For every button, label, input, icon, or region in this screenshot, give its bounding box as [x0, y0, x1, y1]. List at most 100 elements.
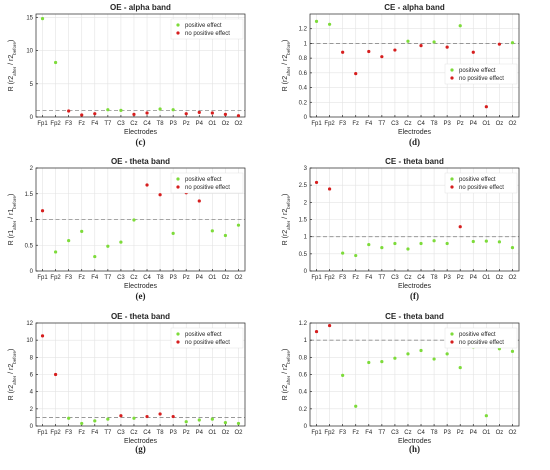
point-positive-effect [197, 418, 201, 422]
x-tick-label: Fp2 [50, 121, 61, 127]
x-tick-label: P4 [470, 430, 478, 436]
point-positive-effect [393, 241, 397, 246]
x-tick-label: Cz [130, 121, 137, 127]
x-tick-label: Fp2 [324, 121, 335, 127]
point-no-positive-effect [40, 334, 45, 338]
x-tick-label: P3 [443, 121, 451, 127]
point-positive-effect [210, 417, 214, 421]
point-positive-effect [341, 373, 345, 377]
point-positive-effect [132, 416, 136, 420]
point-positive-effect [67, 416, 71, 420]
x-tick-label: F4 [91, 275, 99, 281]
point-positive-effect [119, 240, 123, 244]
point-positive-effect [53, 250, 58, 254]
point-positive-effect [341, 251, 345, 255]
chart-title: CE - alpha band [384, 3, 445, 12]
point-no-positive-effect [458, 225, 462, 229]
x-tick-label: T8 [157, 430, 165, 436]
point-no-positive-effect [327, 323, 332, 328]
y-tick-label: 10 [26, 49, 33, 55]
panel-e: 0 0.5 1 1.5 2 Fp1 Fp2 F3 Fz F4 T7 C3 Cz C4 T8 P3 Pz P4 O1 O… [8, 157, 246, 301]
legend-marker [450, 76, 454, 80]
y-tick-label: 0.2 [299, 407, 308, 413]
point-positive-effect [406, 39, 410, 43]
x-tick-label: Fp2 [50, 430, 61, 436]
panel-caption: (e) [136, 291, 146, 301]
x-tick-label: C3 [117, 121, 125, 127]
x-tick-label: C4 [143, 121, 151, 127]
x-tick-label: O2 [234, 275, 243, 281]
x-tick-label: Oz [496, 430, 504, 436]
point-positive-effect [432, 357, 436, 361]
y-tick-label: 12 [26, 321, 33, 327]
x-tick-label: T8 [157, 121, 165, 127]
point-no-positive-effect [497, 42, 502, 46]
x-tick-label: F3 [65, 275, 73, 281]
point-positive-effect [80, 229, 84, 233]
x-tick-label: O1 [208, 430, 217, 436]
point-positive-effect [367, 360, 371, 365]
point-no-positive-effect [393, 48, 397, 52]
point-positive-effect [93, 254, 97, 259]
point-no-positive-effect [354, 71, 358, 76]
x-tick-label: T8 [157, 275, 165, 281]
x-tick-label: Cz [404, 275, 411, 281]
x-tick-label: Pz [183, 430, 190, 436]
chart-title: OE - theta band [111, 157, 170, 166]
point-positive-effect [471, 239, 475, 244]
point-positive-effect [484, 414, 488, 418]
legend-box [444, 172, 518, 194]
panel-caption: (g) [135, 444, 146, 454]
x-axis-label: Electrodes [398, 438, 432, 445]
x-tick-label: F3 [339, 275, 347, 281]
y-tick-label: 2.5 [299, 183, 308, 189]
y-tick-label: 1 [30, 218, 34, 224]
point-positive-effect [432, 239, 436, 243]
legend-box [444, 63, 518, 85]
point-no-positive-effect [171, 414, 175, 419]
x-tick-label: O2 [508, 121, 517, 127]
point-positive-effect [171, 108, 175, 112]
y-tick-label: 1.2 [299, 27, 308, 33]
legend: positive effect no positive effect [444, 63, 518, 85]
point-positive-effect [510, 41, 515, 45]
y-tick-label: 2 [304, 200, 308, 206]
point-positive-effect [406, 247, 410, 251]
x-tick-label: C4 [143, 430, 151, 436]
legend-marker [176, 185, 180, 189]
legend-label: no positive effect [185, 185, 230, 191]
x-tick-label: Fp2 [50, 275, 61, 281]
y-tick-label: 0.4 [299, 86, 308, 92]
point-positive-effect [327, 22, 332, 26]
x-tick-label: C3 [117, 430, 125, 436]
x-tick-label: P3 [443, 275, 451, 281]
point-no-positive-effect [210, 111, 214, 115]
point-no-positive-effect [93, 112, 97, 116]
point-no-positive-effect [80, 113, 84, 117]
point-no-positive-effect [145, 111, 149, 115]
x-tick-label: P4 [196, 121, 204, 127]
x-tick-label: O2 [234, 430, 243, 436]
x-tick-label: Pz [457, 430, 464, 436]
point-positive-effect [53, 60, 58, 65]
x-tick-label: Fz [78, 275, 85, 281]
x-tick-label: P4 [196, 275, 204, 281]
x-axis-label: Electrodes [124, 129, 158, 136]
point-no-positive-effect [53, 372, 58, 377]
y-axis-label: R (r2after / r2before) [282, 40, 291, 92]
x-tick-label: Fz [352, 275, 359, 281]
axes-frame [35, 13, 246, 118]
legend: positive effect no positive effect [444, 172, 518, 194]
x-tick-label: P4 [196, 430, 204, 436]
point-positive-effect [458, 24, 462, 28]
x-tick-label: Cz [404, 430, 411, 436]
x-tick-label: Oz [222, 121, 230, 127]
x-tick-label: F3 [65, 430, 73, 436]
x-tick-label: T7 [104, 121, 112, 127]
x-tick-label: T7 [104, 275, 112, 281]
point-positive-effect [406, 352, 410, 356]
point-no-positive-effect [132, 112, 136, 116]
y-tick-label: 3 [304, 166, 308, 172]
point-positive-effect [380, 360, 384, 364]
